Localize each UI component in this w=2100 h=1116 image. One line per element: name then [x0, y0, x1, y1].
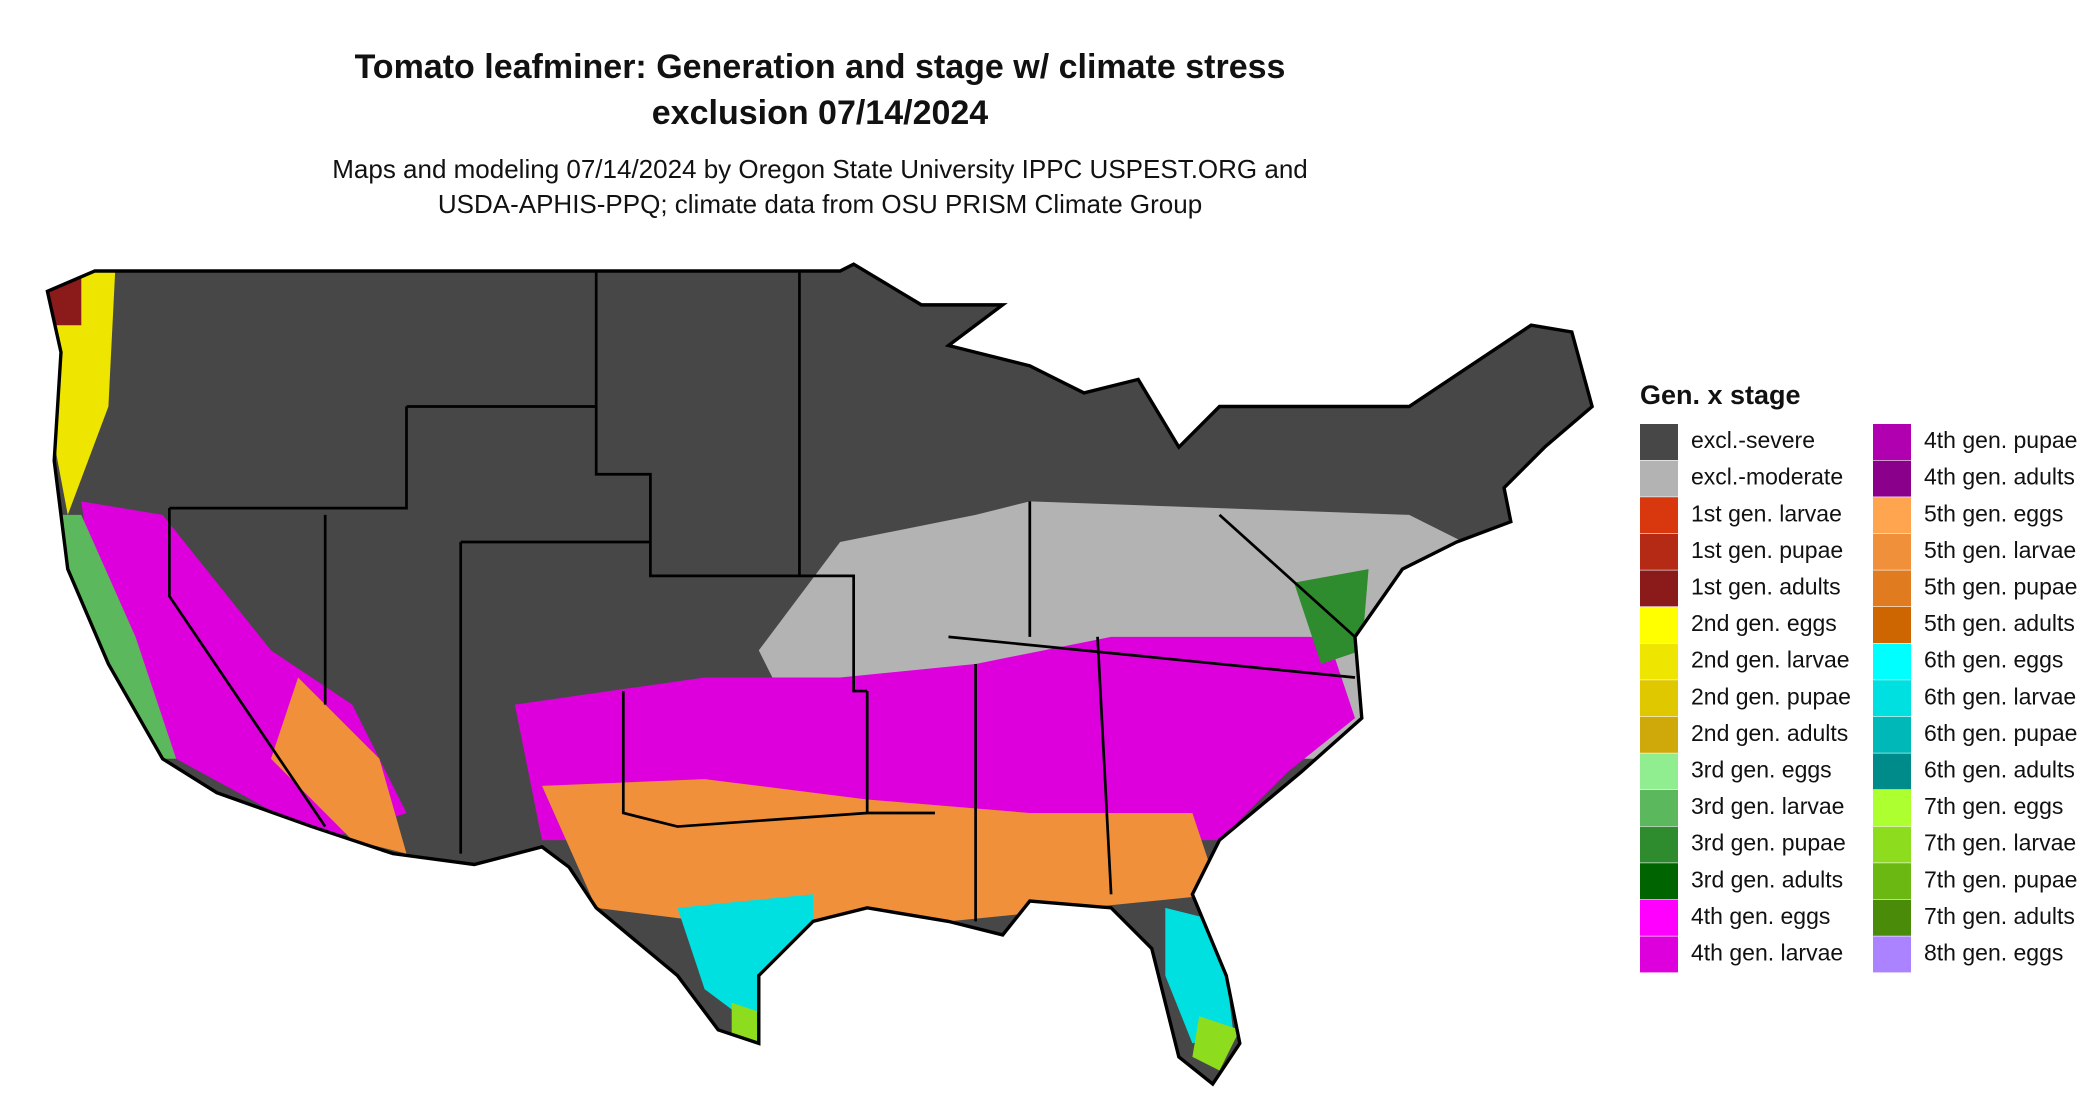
- legend-swatch: [1640, 680, 1678, 717]
- legend-label: 5th gen. eggs: [1924, 500, 2063, 526]
- subtitle-line: USDA-APHIS-PPQ; climate data from OSU PR…: [438, 189, 1202, 219]
- legend-label: 6th gen. pupae: [1924, 720, 2077, 746]
- legend-swatch: [1873, 460, 1911, 497]
- legend-swatch: [1873, 424, 1911, 460]
- legend-swatch: [1873, 533, 1911, 570]
- legend-label: 4th gen. pupae: [1924, 427, 2077, 453]
- legend-swatch: [1873, 643, 1911, 680]
- legend-swatch: [1640, 424, 1678, 460]
- legend-swatch: [1640, 716, 1678, 753]
- title-line: Tomato leafminer: Generation and stage w…: [355, 48, 1286, 86]
- legend-label: excl.-moderate: [1691, 464, 1843, 490]
- legend-swatch: [1640, 790, 1678, 826]
- legend-swatch: [1873, 936, 1911, 973]
- legend-label: 6th gen. adults: [1924, 756, 2075, 782]
- legend-label: 3rd gen. eggs: [1691, 756, 1832, 782]
- legend-label: 1st gen. pupae: [1691, 537, 1843, 563]
- legend-swatch: [1873, 716, 1911, 753]
- legend-label: 8th gen. eggs: [1924, 939, 2063, 965]
- legend-swatch: [1873, 680, 1911, 717]
- legend-label: 3rd gen. pupae: [1691, 830, 1846, 856]
- legend-label: 4th gen. adults: [1924, 464, 2075, 490]
- legend-swatch: [1873, 790, 1911, 826]
- legend-swatch: [1640, 863, 1678, 900]
- legend: excl.-severe excl.-moderate 1st gen. larva…: [1640, 424, 2077, 973]
- legend-label: 3rd gen. larvae: [1691, 793, 1844, 819]
- legend-label: 4th gen. larvae: [1691, 939, 1843, 965]
- legend-label: 3rd gen. adults: [1691, 866, 1843, 892]
- legend-label: 5th gen. pupae: [1924, 573, 2077, 599]
- legend-label: 7th gen. pupae: [1924, 866, 2077, 892]
- subtitle-line: Maps and modeling 07/14/2024 by Oregon S…: [332, 154, 1308, 184]
- legend-swatch: [1640, 533, 1678, 570]
- legend-label: 7th gen. eggs: [1924, 793, 2063, 819]
- legend-swatch: [1640, 643, 1678, 680]
- legend-swatch: [1873, 753, 1911, 790]
- legend-label: 2nd gen. pupae: [1691, 683, 1851, 709]
- legend-swatch: [1873, 899, 1911, 936]
- legend-label: 5th gen. larvae: [1924, 537, 2076, 563]
- legend-label: 1st gen. adults: [1691, 573, 1841, 599]
- legend-swatch: [1640, 936, 1678, 973]
- legend-label: 6th gen. larvae: [1924, 683, 2076, 709]
- legend-label: 4th gen. eggs: [1691, 903, 1830, 929]
- legend-label: 2nd gen. adults: [1691, 720, 1848, 746]
- map: [45, 262, 1595, 1087]
- legend-swatch: [1640, 460, 1678, 497]
- legend-swatch: [1873, 570, 1911, 607]
- legend-label: 1st gen. larvae: [1691, 500, 1842, 526]
- legend-swatch: [1873, 607, 1911, 643]
- legend-label: excl.-severe: [1691, 427, 1815, 453]
- legend-label: 5th gen. adults: [1924, 610, 2075, 636]
- legend-label: 2nd gen. eggs: [1691, 610, 1837, 636]
- legend-swatch: [1640, 899, 1678, 936]
- legend-swatch: [1873, 826, 1911, 863]
- legend-swatch: [1640, 570, 1678, 607]
- legend-swatch: [1873, 863, 1911, 900]
- title-line: exclusion 07/14/2024: [652, 94, 989, 132]
- legend-label: 2nd gen. larvae: [1691, 647, 1850, 673]
- legend-label: 7th gen. adults: [1924, 903, 2075, 929]
- legend-label: 6th gen. eggs: [1924, 647, 2063, 673]
- legend-swatch: [1640, 607, 1678, 643]
- legend-swatch: [1640, 497, 1678, 534]
- legend-swatch: [1873, 497, 1911, 534]
- legend-swatch: [1640, 753, 1678, 790]
- legend-title: Gen. x stage: [1640, 380, 1801, 410]
- legend-swatch: [1640, 826, 1678, 863]
- legend-label: 7th gen. larvae: [1924, 830, 2076, 856]
